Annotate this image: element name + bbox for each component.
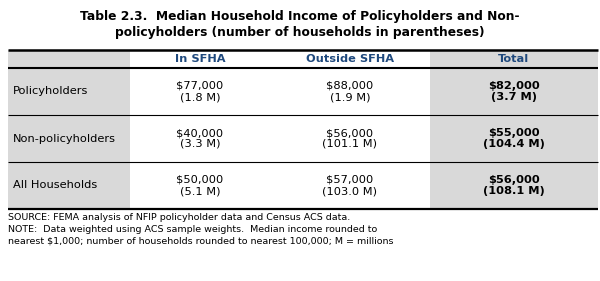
Bar xyxy=(8,162,130,209)
Text: All Households: All Households xyxy=(13,180,97,191)
Text: (1.9 M): (1.9 M) xyxy=(330,92,370,102)
Text: $40,000: $40,000 xyxy=(176,128,224,138)
Text: $77,000: $77,000 xyxy=(176,81,224,91)
Bar xyxy=(270,50,430,68)
Bar xyxy=(430,115,598,162)
Text: $57,000: $57,000 xyxy=(326,175,374,185)
Text: (1.8 M): (1.8 M) xyxy=(180,92,220,102)
Bar xyxy=(270,162,430,209)
Text: $55,000: $55,000 xyxy=(488,128,540,138)
Bar xyxy=(130,162,270,209)
Text: Policyholders: Policyholders xyxy=(13,87,88,96)
Text: $56,000: $56,000 xyxy=(488,175,540,185)
Bar xyxy=(130,115,270,162)
Text: SOURCE: FEMA analysis of NFIP policyholder data and Census ACS data.
NOTE:  Data: SOURCE: FEMA analysis of NFIP policyhold… xyxy=(8,213,394,246)
Bar xyxy=(8,50,130,68)
Text: policyholders (number of households in parentheses): policyholders (number of households in p… xyxy=(115,26,485,39)
Text: $88,000: $88,000 xyxy=(326,81,374,91)
Bar xyxy=(430,162,598,209)
Text: (3.3 M): (3.3 M) xyxy=(180,139,220,149)
Text: $50,000: $50,000 xyxy=(176,175,224,185)
Text: $56,000: $56,000 xyxy=(326,128,374,138)
Text: (104.4 M): (104.4 M) xyxy=(483,139,545,149)
Bar xyxy=(8,115,130,162)
Text: (3.7 M): (3.7 M) xyxy=(491,92,537,102)
Text: Non-policyholders: Non-policyholders xyxy=(13,133,116,144)
Text: (103.0 M): (103.0 M) xyxy=(323,186,377,196)
Text: $82,000: $82,000 xyxy=(488,81,540,91)
Bar xyxy=(130,68,270,115)
Bar xyxy=(430,50,598,68)
Text: (108.1 M): (108.1 M) xyxy=(483,186,545,196)
Text: Total: Total xyxy=(499,54,530,64)
Text: In SFHA: In SFHA xyxy=(175,54,225,64)
Bar xyxy=(8,68,130,115)
Text: (101.1 M): (101.1 M) xyxy=(323,139,377,149)
Text: Outside SFHA: Outside SFHA xyxy=(306,54,394,64)
Text: (5.1 M): (5.1 M) xyxy=(180,186,220,196)
Bar xyxy=(130,50,270,68)
Bar xyxy=(430,68,598,115)
Bar xyxy=(270,115,430,162)
Bar xyxy=(270,68,430,115)
Text: Table 2.3.  Median Household Income of Policyholders and Non-: Table 2.3. Median Household Income of Po… xyxy=(80,10,520,23)
